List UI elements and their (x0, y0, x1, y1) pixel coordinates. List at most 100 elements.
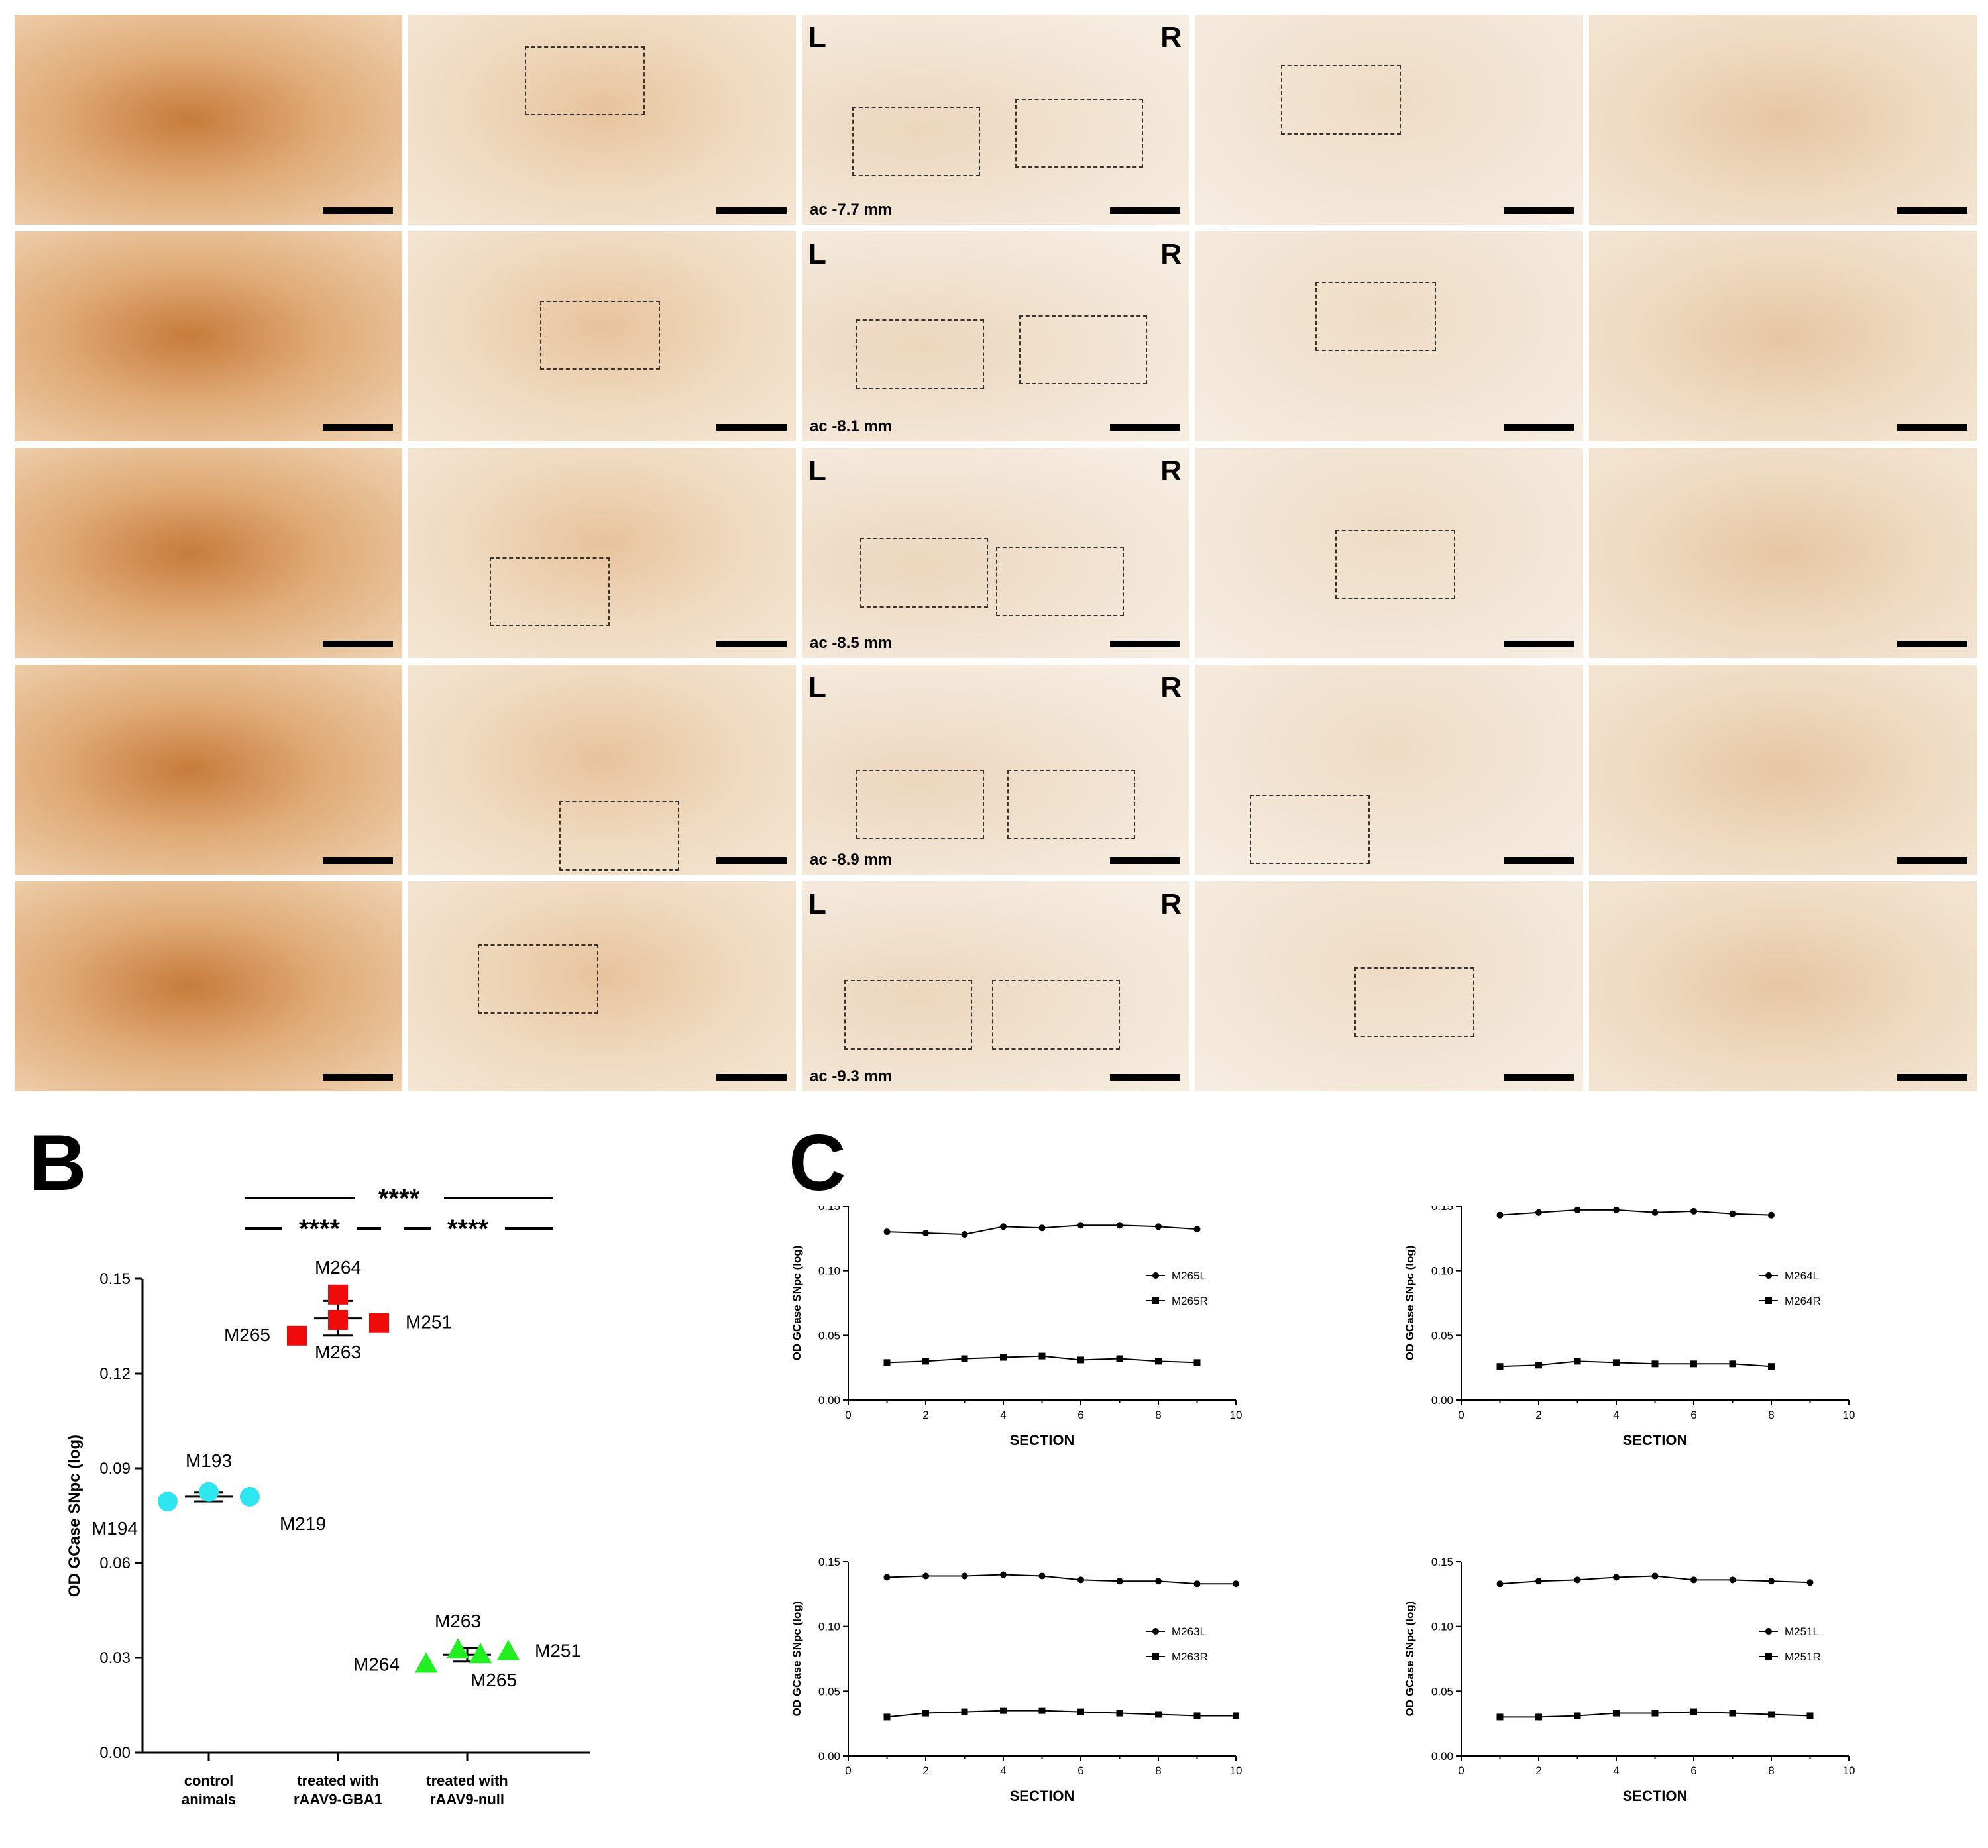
micrograph-tile (1195, 231, 1583, 441)
x-tick-label: 4 (1613, 1765, 1619, 1777)
series-point (1806, 1579, 1814, 1586)
point-id-label: M265 (224, 1325, 270, 1345)
y-tick-label: 0.15 (818, 1556, 840, 1568)
scale-bar (1504, 857, 1574, 864)
x-tick-label: 10 (1843, 1409, 1855, 1421)
micrograph-tile (408, 881, 796, 1091)
line-chart: 0.00 0.05 0.10 0.15 0 2 4 6 8 10 SECTION OD GCase S… (791, 1206, 1242, 1448)
dashed-roi-box (1335, 529, 1455, 600)
point-id-label: M263 (315, 1342, 361, 1362)
series-point (1729, 1210, 1736, 1217)
section-level-label: ac -7.7 mm (810, 201, 893, 219)
series-point (1000, 1707, 1007, 1714)
dashed-roi-box (995, 546, 1124, 616)
dashed-roi-box (856, 319, 984, 389)
y-tick-label: 0.05 (818, 1329, 840, 1342)
y-axis-label: OD GCase SNpc (log) (791, 1602, 803, 1717)
series-point (1729, 1710, 1736, 1717)
series-point (961, 1355, 968, 1362)
y-tick-label: 0.10 (1431, 1265, 1453, 1277)
dashed-roi-box (1280, 65, 1402, 135)
series-point (1729, 1360, 1736, 1368)
series-point (1574, 1712, 1581, 1719)
dashed-roi-box (539, 300, 661, 370)
line-chart: 0.00 0.05 0.10 0.15 0 2 4 6 8 10 SECTION OD GCase S… (791, 1556, 1242, 1804)
point-id-label: M194 (91, 1518, 138, 1539)
legend-marker (1152, 1628, 1159, 1635)
data-point (158, 1492, 178, 1512)
legend-label: M265L (1172, 1270, 1206, 1282)
scale-bar (1897, 424, 1967, 431)
legend-marker (1152, 1653, 1159, 1660)
scale-bar (323, 424, 393, 431)
section-level-label: ac -8.9 mm (810, 851, 893, 869)
legend-marker (1765, 1272, 1772, 1279)
x-tick-label: 2 (1535, 1765, 1541, 1777)
scale-bar (716, 641, 787, 647)
panel-c-line-charts: 0.00 0.05 0.10 0.15 0 2 4 6 8 10 SECTION OD GCase S… (791, 1206, 1855, 1804)
legend-label: M264L (1785, 1270, 1819, 1282)
series-point (1193, 1712, 1201, 1719)
series-point (1768, 1578, 1775, 1585)
series-point (1496, 1211, 1504, 1219)
dashed-roi-box (524, 46, 645, 116)
scale-bar (1897, 1074, 1967, 1081)
x-group-label: treated with (297, 1772, 378, 1789)
series-point (1535, 1578, 1542, 1585)
x-tick-label: 10 (1230, 1765, 1242, 1777)
series-line (887, 1710, 1236, 1718)
series-point (1768, 1211, 1775, 1219)
series-point (1038, 1352, 1046, 1360)
legend-label: M264R (1785, 1295, 1821, 1307)
y-tick-label: 0.15 (818, 1206, 840, 1213)
series-point (1690, 1708, 1697, 1715)
dashed-roi-box (852, 107, 981, 177)
y-tick-label: 0.15 (1431, 1556, 1453, 1568)
scale-bar (716, 207, 787, 214)
scale-bar (716, 857, 787, 864)
series-point (1077, 1576, 1084, 1584)
legend-marker (1765, 1653, 1772, 1660)
x-axis-label: SECTION (1010, 1432, 1075, 1448)
x-tick-label: 8 (1768, 1409, 1774, 1421)
series-point (961, 1572, 968, 1580)
series-point (1038, 1707, 1046, 1714)
point-id-label: M251 (535, 1640, 581, 1660)
series-line (1500, 1209, 1772, 1216)
dashed-roi-box (991, 979, 1120, 1050)
scale-bar (1897, 641, 1967, 647)
scale-bar (1110, 424, 1180, 431)
series-point (1193, 1580, 1201, 1588)
series-line (1500, 1360, 1772, 1368)
micrograph-tile (1195, 881, 1583, 1091)
micrograph-tile (408, 448, 796, 658)
series-point (1193, 1226, 1201, 1233)
left-hemisphere-label: L (808, 671, 826, 704)
scale-bar (1504, 207, 1574, 214)
series-point (1574, 1206, 1581, 1213)
series-point (1496, 1580, 1504, 1588)
section-level-label: ac -8.5 mm (810, 634, 893, 652)
series-point (1077, 1708, 1084, 1715)
panel-b-scatter-plot: 0.00 0.03 0.06 0.09 0.12 0.15 OD GCase SNpc (l… (66, 1184, 590, 1808)
series-point (883, 1713, 891, 1721)
point-id-label: M264 (315, 1257, 361, 1277)
x-tick-label: 4 (1613, 1409, 1619, 1421)
series-point (922, 1230, 929, 1237)
legend-label: M251R (1785, 1651, 1821, 1663)
y-tick-label: 0.10 (818, 1621, 840, 1633)
micrograph-tile (1589, 881, 1977, 1091)
dashed-roi-box (844, 979, 973, 1050)
micrograph-tile (15, 448, 402, 658)
series-point (1690, 1360, 1697, 1368)
y-tick-label: 0.00 (1431, 1750, 1453, 1763)
x-tick-label: 0 (845, 1409, 851, 1421)
series-point (1729, 1576, 1736, 1584)
point-id-label: M265 (470, 1670, 517, 1690)
x-group-label: treated with (426, 1772, 508, 1789)
series-point (1496, 1363, 1504, 1370)
y-tick-label: 0.06 (99, 1554, 131, 1572)
x-axis-label: SECTION (1010, 1788, 1075, 1804)
x-group-label: animals (182, 1791, 236, 1808)
